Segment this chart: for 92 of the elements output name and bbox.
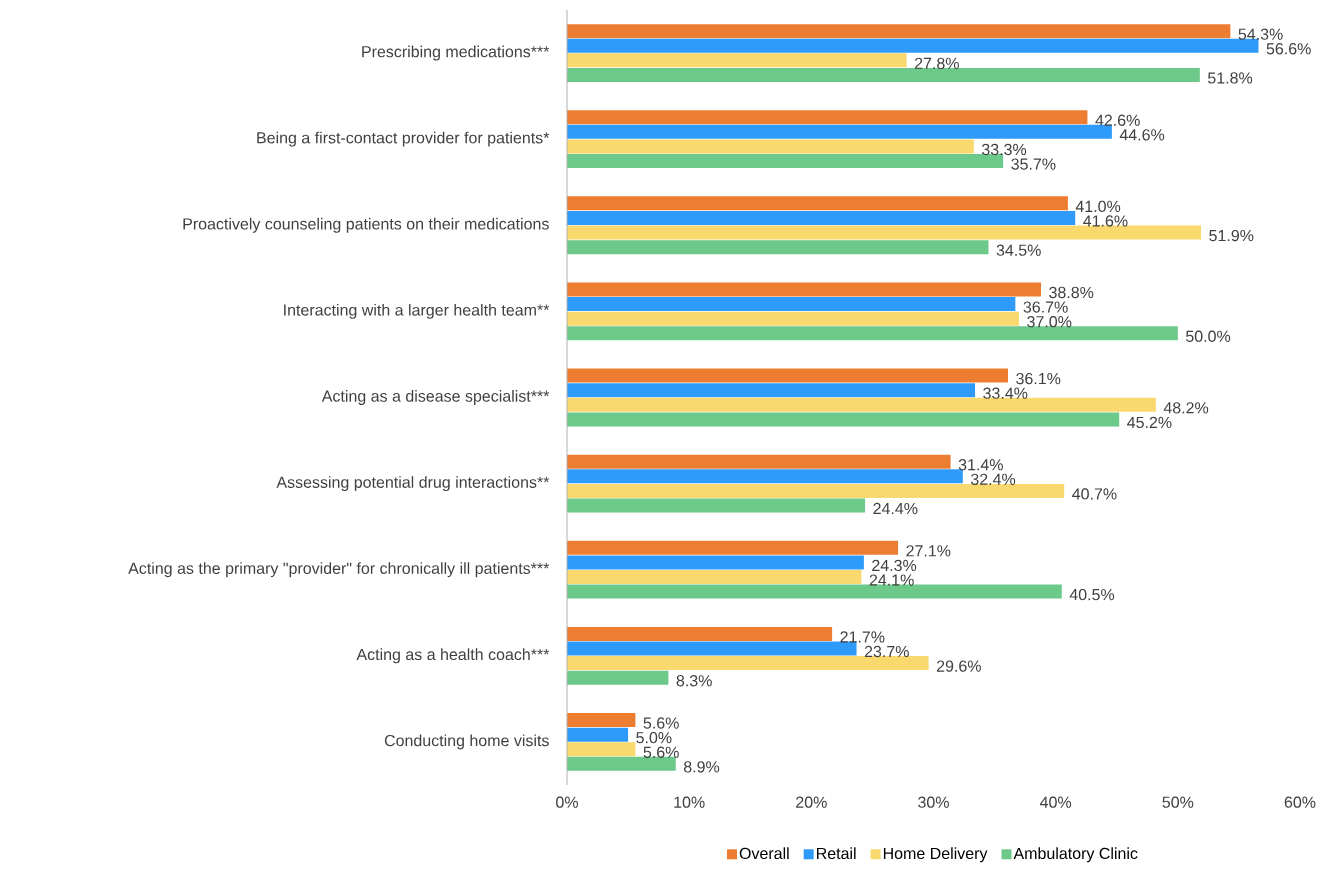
- data-label: 27.1%: [906, 545, 951, 557]
- data-label: 41.0%: [1075, 200, 1121, 213]
- bar: [567, 311, 1020, 326]
- data-label: 5.0%: [636, 731, 672, 744]
- x-tick-label: 20%: [796, 796, 827, 808]
- bar: [567, 469, 963, 484]
- data-label: 32.4%: [970, 473, 1016, 485]
- bar: [567, 38, 1259, 53]
- data-label: 40.7%: [1072, 488, 1117, 500]
- y-tick-label: Acting as the primary "provider" for chronically ill patients***: [128, 562, 550, 578]
- bar: [567, 584, 1062, 599]
- data-label: 51.9%: [1209, 229, 1254, 242]
- bar: [567, 756, 676, 771]
- legend-label: Overall: [739, 847, 789, 860]
- bar: [567, 412, 1120, 427]
- legend-label: Ambulatory Clinic: [1013, 847, 1138, 863]
- bar: [567, 641, 857, 656]
- bar: [567, 656, 929, 671]
- bar: [567, 727, 629, 742]
- bar: [567, 139, 974, 154]
- bar: [567, 297, 1016, 312]
- data-label: 33.3%: [981, 143, 1027, 156]
- x-tick-label: 40%: [1040, 796, 1072, 808]
- bar: [567, 368, 1009, 383]
- bar: [567, 742, 636, 757]
- bar: [567, 326, 1178, 341]
- data-label: 51.8%: [1208, 72, 1253, 84]
- bar: [567, 483, 1065, 498]
- bar: [567, 110, 1088, 125]
- data-label: 29.6%: [936, 660, 981, 672]
- data-label: 5.6%: [643, 746, 679, 758]
- bar: [567, 670, 669, 685]
- bar: [567, 282, 1042, 297]
- bar: [567, 210, 1076, 225]
- bar: [567, 555, 864, 570]
- data-label: 8.3%: [676, 675, 712, 687]
- data-label: 56.6%: [1266, 43, 1311, 55]
- data-label: 50.0%: [1186, 330, 1231, 342]
- bar: [567, 196, 1068, 211]
- data-label: 34.5%: [996, 244, 1041, 256]
- bar: [567, 67, 1200, 82]
- bar: [567, 397, 1156, 412]
- data-label: 31.4%: [958, 459, 1003, 471]
- legend-label: Home Delivery: [883, 847, 988, 863]
- bar: [567, 570, 862, 585]
- y-tick-label: Proactively counseling patients on their medications: [183, 217, 549, 233]
- x-tick-label: 60%: [1284, 796, 1316, 808]
- bar: [567, 713, 636, 728]
- bar: [567, 383, 976, 398]
- data-label: 37.0%: [1027, 316, 1072, 328]
- data-label: 42.6%: [1095, 114, 1140, 126]
- bar: [567, 53, 907, 68]
- bar: [567, 498, 866, 513]
- data-label: 27.8%: [914, 57, 959, 70]
- bar: [567, 626, 833, 641]
- data-label: 24.3%: [872, 559, 917, 572]
- bar: [567, 240, 989, 255]
- y-tick-label: Being a first-contact provider for patients*: [257, 131, 550, 147]
- bar: [567, 154, 1004, 169]
- data-label: 48.2%: [1163, 402, 1209, 414]
- data-label: 5.6%: [643, 717, 679, 729]
- x-tick-label: 10%: [674, 796, 705, 808]
- bar: [567, 124, 1112, 139]
- data-label: 24.4%: [873, 502, 918, 515]
- data-label: 41.6%: [1083, 215, 1128, 227]
- x-tick-label: 30%: [918, 796, 949, 808]
- y-tick-label: Conducting home visits: [384, 734, 549, 750]
- data-label: 54.3%: [1238, 28, 1283, 40]
- y-tick-label: Interacting with a larger health team**: [284, 303, 550, 319]
- legend-label: Retail: [817, 847, 856, 860]
- bar: [567, 225, 1202, 240]
- y-tick-label: Acting as a disease specialist***: [321, 390, 550, 405]
- bar: [567, 540, 899, 555]
- data-label: 44.6%: [1119, 129, 1165, 141]
- data-label: 8.9%: [683, 761, 720, 773]
- data-label: 45.2%: [1127, 416, 1172, 429]
- data-label: 36.1%: [1016, 372, 1061, 385]
- bar: [567, 454, 951, 469]
- y-tick-label: Acting as a health coach***: [356, 648, 550, 664]
- bar: [567, 24, 1231, 39]
- y-tick-label: Prescribing medications***: [362, 45, 550, 61]
- y-tick-label: Assessing potential drug interactions**: [276, 476, 550, 492]
- data-label: 36.7%: [1023, 301, 1068, 313]
- data-label: 21.7%: [840, 631, 885, 643]
- data-label: 24.1%: [869, 574, 914, 586]
- data-label: 33.4%: [983, 387, 1028, 399]
- data-label: 35.7%: [1011, 158, 1056, 170]
- x-tick-label: 50%: [1162, 796, 1194, 808]
- x-tick-label: 0%: [556, 796, 578, 808]
- data-label: 23.7%: [864, 645, 909, 658]
- data-label: 38.8%: [1049, 286, 1094, 299]
- data-label: 40.5%: [1069, 588, 1115, 601]
